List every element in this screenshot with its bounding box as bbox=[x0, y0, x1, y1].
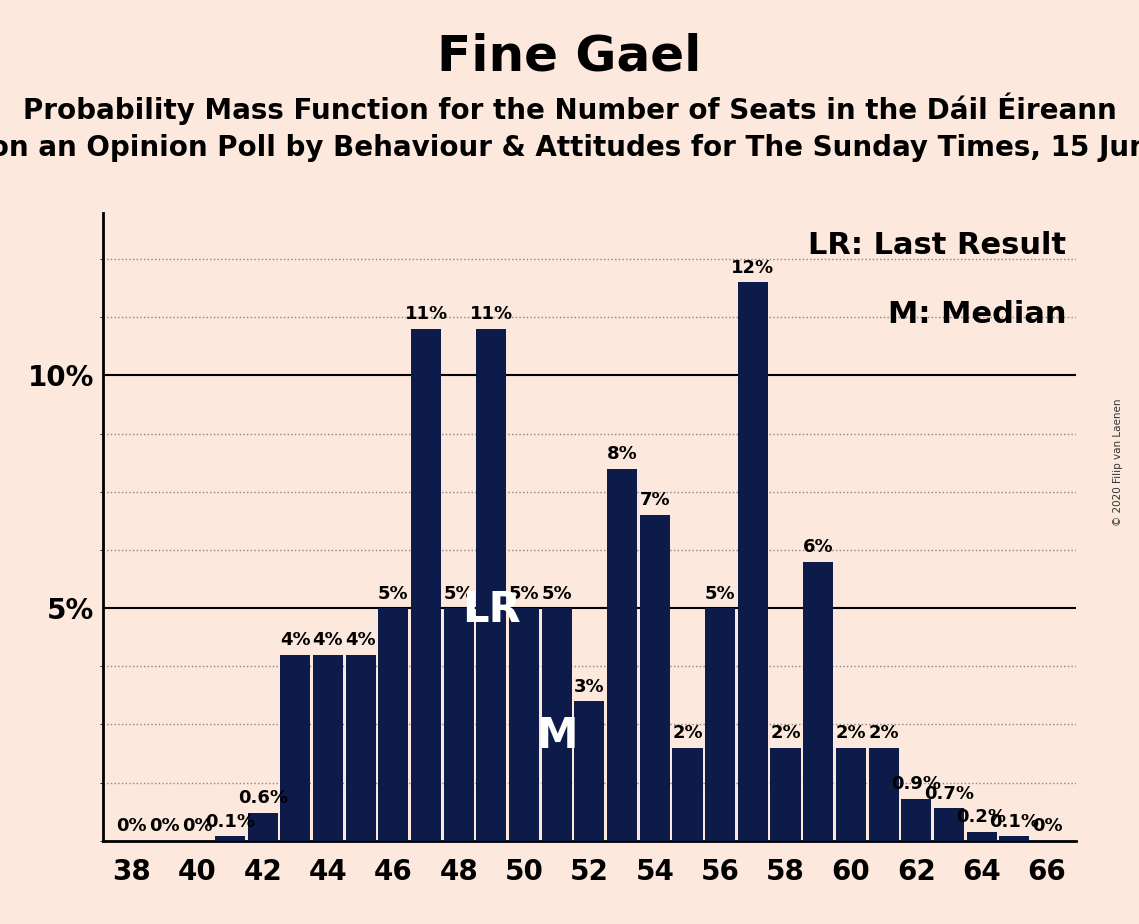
Text: 0%: 0% bbox=[149, 817, 180, 835]
Bar bbox=[509, 608, 539, 841]
Text: 2%: 2% bbox=[836, 724, 866, 742]
Bar bbox=[378, 608, 409, 841]
Bar bbox=[280, 655, 310, 841]
Bar bbox=[705, 608, 735, 841]
Text: M: M bbox=[536, 715, 577, 757]
Text: 4%: 4% bbox=[345, 631, 376, 649]
Text: © 2020 Filip van Laenen: © 2020 Filip van Laenen bbox=[1114, 398, 1123, 526]
Text: 0%: 0% bbox=[116, 817, 147, 835]
Text: M: Median: M: Median bbox=[888, 300, 1066, 330]
Text: 2%: 2% bbox=[672, 724, 703, 742]
Bar bbox=[640, 515, 670, 841]
Bar bbox=[215, 836, 245, 841]
Bar bbox=[345, 655, 376, 841]
Bar bbox=[738, 283, 768, 841]
Bar bbox=[313, 655, 343, 841]
Text: 5%: 5% bbox=[378, 585, 409, 602]
Text: 3%: 3% bbox=[574, 677, 605, 696]
Text: 11%: 11% bbox=[469, 305, 513, 323]
Text: 6%: 6% bbox=[803, 538, 834, 556]
Text: 0.6%: 0.6% bbox=[238, 789, 288, 808]
Text: 4%: 4% bbox=[313, 631, 343, 649]
Bar bbox=[934, 808, 964, 841]
Text: 0.1%: 0.1% bbox=[990, 812, 1039, 831]
Bar bbox=[411, 329, 441, 841]
Bar bbox=[901, 799, 932, 841]
Text: 0.7%: 0.7% bbox=[924, 784, 974, 803]
Text: 2%: 2% bbox=[770, 724, 801, 742]
Text: 7%: 7% bbox=[639, 492, 670, 509]
Text: Based on an Opinion Poll by Behaviour & Attitudes for The Sunday Times, 15 June : Based on an Opinion Poll by Behaviour & … bbox=[0, 134, 1139, 162]
Text: 8%: 8% bbox=[607, 445, 638, 463]
Text: LR: Last Result: LR: Last Result bbox=[809, 231, 1066, 261]
Bar bbox=[869, 748, 899, 841]
Bar bbox=[607, 468, 637, 841]
Bar bbox=[672, 748, 703, 841]
Bar bbox=[574, 701, 605, 841]
Text: Fine Gael: Fine Gael bbox=[437, 32, 702, 80]
Text: 2%: 2% bbox=[868, 724, 899, 742]
Bar bbox=[247, 813, 278, 841]
Text: 5%: 5% bbox=[443, 585, 474, 602]
Text: 0.2%: 0.2% bbox=[957, 808, 1007, 826]
Text: 4%: 4% bbox=[280, 631, 311, 649]
Text: 5%: 5% bbox=[541, 585, 572, 602]
Text: 0.9%: 0.9% bbox=[891, 775, 941, 794]
Bar bbox=[967, 832, 997, 841]
Bar bbox=[836, 748, 866, 841]
Bar bbox=[803, 562, 834, 841]
Text: 11%: 11% bbox=[404, 305, 448, 323]
Bar bbox=[542, 608, 572, 841]
Bar bbox=[999, 836, 1030, 841]
Bar bbox=[476, 329, 507, 841]
Text: 12%: 12% bbox=[731, 259, 775, 277]
Text: 5%: 5% bbox=[509, 585, 540, 602]
Text: Probability Mass Function for the Number of Seats in the Dáil Éireann: Probability Mass Function for the Number… bbox=[23, 92, 1116, 125]
Text: 0.1%: 0.1% bbox=[205, 812, 255, 831]
Text: LR: LR bbox=[462, 590, 521, 631]
Text: 5%: 5% bbox=[705, 585, 736, 602]
Bar bbox=[770, 748, 801, 841]
Bar bbox=[444, 608, 474, 841]
Text: 0%: 0% bbox=[182, 817, 213, 835]
Text: 0%: 0% bbox=[1032, 817, 1063, 835]
